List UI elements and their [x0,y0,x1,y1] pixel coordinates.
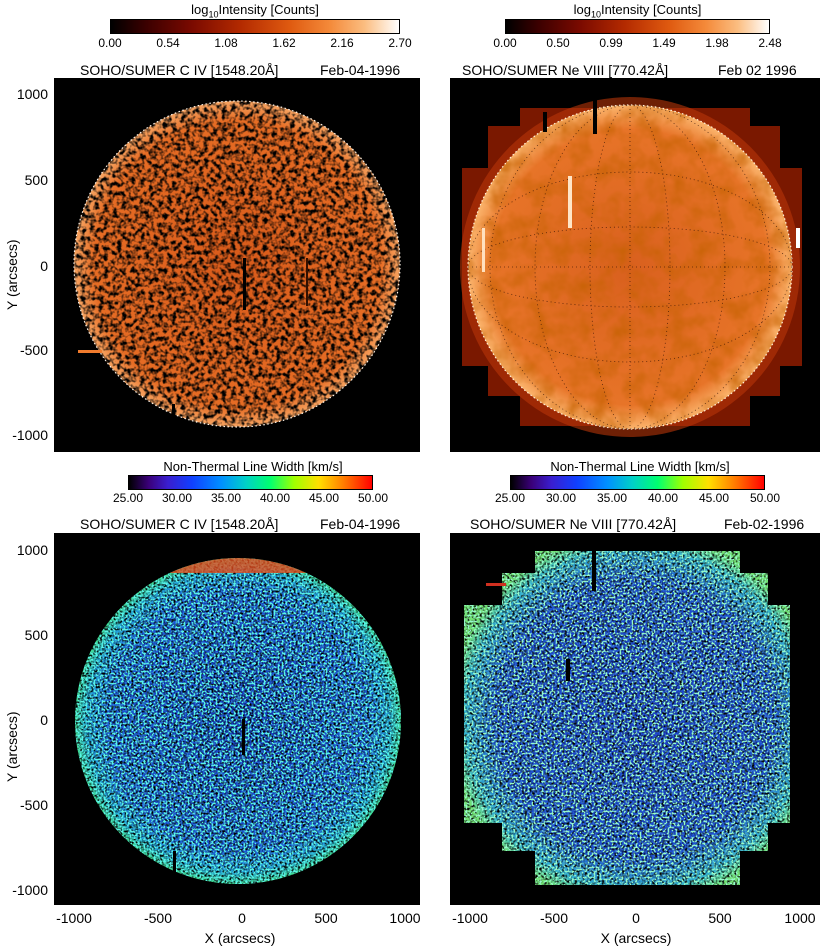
x-tick: 500 [314,910,338,926]
x-tick: 0 [632,910,640,926]
colorbar-tick: 25.00 [494,491,526,505]
y-tick: 0 [40,258,48,274]
data-gap [566,659,570,681]
x-tick: 1000 [389,910,421,926]
bright-streak [568,176,572,228]
y-tick: -1000 [12,427,48,443]
data-gap [173,851,176,873]
limb-artifact [78,350,102,353]
panel-title-bottom-right: SOHO/SUMER Ne VIII [770.42Å] Feb-02-1996 [470,516,805,532]
data-gap [592,549,596,591]
y-tick: 1000 [16,86,48,102]
panel-date: Feb 02 1996 [718,62,797,78]
intensity-colorbar-right [505,19,770,34]
panel-date: Feb-02-1996 [724,516,805,532]
data-gap [306,258,308,306]
limb-dotted-outline [73,100,401,428]
y-axis-label-top: Y (arcsecs) [4,239,20,310]
x-axis-label-right: X (arcsecs) [600,930,672,946]
colorbar-tick: 35.00 [596,491,628,505]
colorbar-tick: 1.08 [214,36,238,50]
neviii-nonthermal-image [450,533,820,905]
nonthermal-colorbar-right [510,475,765,490]
intensity-colorbar-label-left: log10Intensity [Counts] [191,2,319,20]
data-gap [243,258,246,310]
panel-date: Feb-04-1996 [320,516,401,532]
colorbar-tick: 2.16 [330,36,354,50]
colorbar-tick: 30.00 [161,491,193,505]
colorbar-tick: 2.70 [388,36,412,50]
y-tick: 0 [40,712,48,728]
coordinate-grid [468,105,792,429]
nonthermal-colorbar-label-left: Non-Thermal Line Width [km/s] [163,459,343,474]
y-tick: 500 [24,627,48,643]
nonthermal-colorbar-ticks-left: 25.00 30.00 35.00 40.00 45.00 50.00 [113,491,388,505]
colorbar-tick: 45.00 [308,491,340,505]
colorbar-tick: 1.98 [705,36,729,50]
intensity-colorbar-ticks-left: 0.00 0.54 1.08 1.62 2.16 2.70 [98,36,411,50]
bright-streak [796,228,800,248]
nonthermal-colorbar-left [128,475,373,490]
x-axis-label-left: X (arcsecs) [204,930,276,946]
colorbar-tick: 35.00 [210,491,242,505]
x-tick: -500 [143,910,173,926]
colorbar-tick: 0.00 [98,36,122,50]
colorbar-tick: 1.49 [652,36,676,50]
x-tick: -500 [539,910,569,926]
neviii-intensity-image [450,78,820,452]
y-tick: -500 [19,342,48,358]
y-tick: -1000 [12,882,48,898]
panel-date: Feb-04-1996 [320,62,401,78]
x-tick: 500 [708,910,732,926]
data-gap [242,719,245,755]
y-tick: -500 [19,797,48,813]
panel-title-top-left: SOHO/SUMER C IV [1548.20Å] Feb-04-1996 [80,62,401,78]
civ-intensity-image [54,78,420,452]
colorbar-tick: 0.50 [546,36,570,50]
colorbar-tick: 1.62 [272,36,296,50]
colorbar-tick: 0.00 [493,36,517,50]
limb-artifact [486,583,506,586]
data-gap [543,112,547,132]
colorbar-tick: 50.00 [357,491,389,505]
nonthermal-colorbar-ticks-right: 25.00 30.00 35.00 40.00 45.00 50.00 [495,491,780,505]
intensity-colorbar-ticks-right: 0.00 0.50 0.99 1.49 1.98 2.48 [493,36,781,50]
data-gap [172,404,175,424]
colorbar-tick: 30.00 [545,491,577,505]
intensity-colorbar-left [110,19,400,34]
data-gap [593,88,597,134]
colorbar-tick: 50.00 [749,491,781,505]
panel-title-bottom-left: SOHO/SUMER C IV [1548.20Å] Feb-04-1996 [80,516,401,532]
y-tick: 1000 [16,542,48,558]
panel-title-top-right: SOHO/SUMER Ne VIII [770.42Å] Feb 02 1996 [462,62,797,78]
intensity-colorbar-label-right: log10Intensity [Counts] [573,2,702,20]
civ-nonthermal-image [54,533,420,905]
y-tick: 500 [24,172,48,188]
colorbar-tick: 0.99 [599,36,623,50]
colorbar-tick: 0.54 [156,36,180,50]
colorbar-tick: 25.00 [112,491,144,505]
x-tick: -1000 [452,910,488,926]
bright-streak [482,228,485,272]
colorbar-tick: 2.48 [758,36,782,50]
colorbar-tick: 45.00 [698,491,730,505]
colorbar-tick: 40.00 [647,491,679,505]
nonthermal-colorbar-label-right: Non-Thermal Line Width [km/s] [550,459,730,474]
x-tick: 0 [238,910,246,926]
x-tick: -1000 [56,910,92,926]
colorbar-tick: 40.00 [259,491,291,505]
x-tick: 1000 [784,910,816,926]
